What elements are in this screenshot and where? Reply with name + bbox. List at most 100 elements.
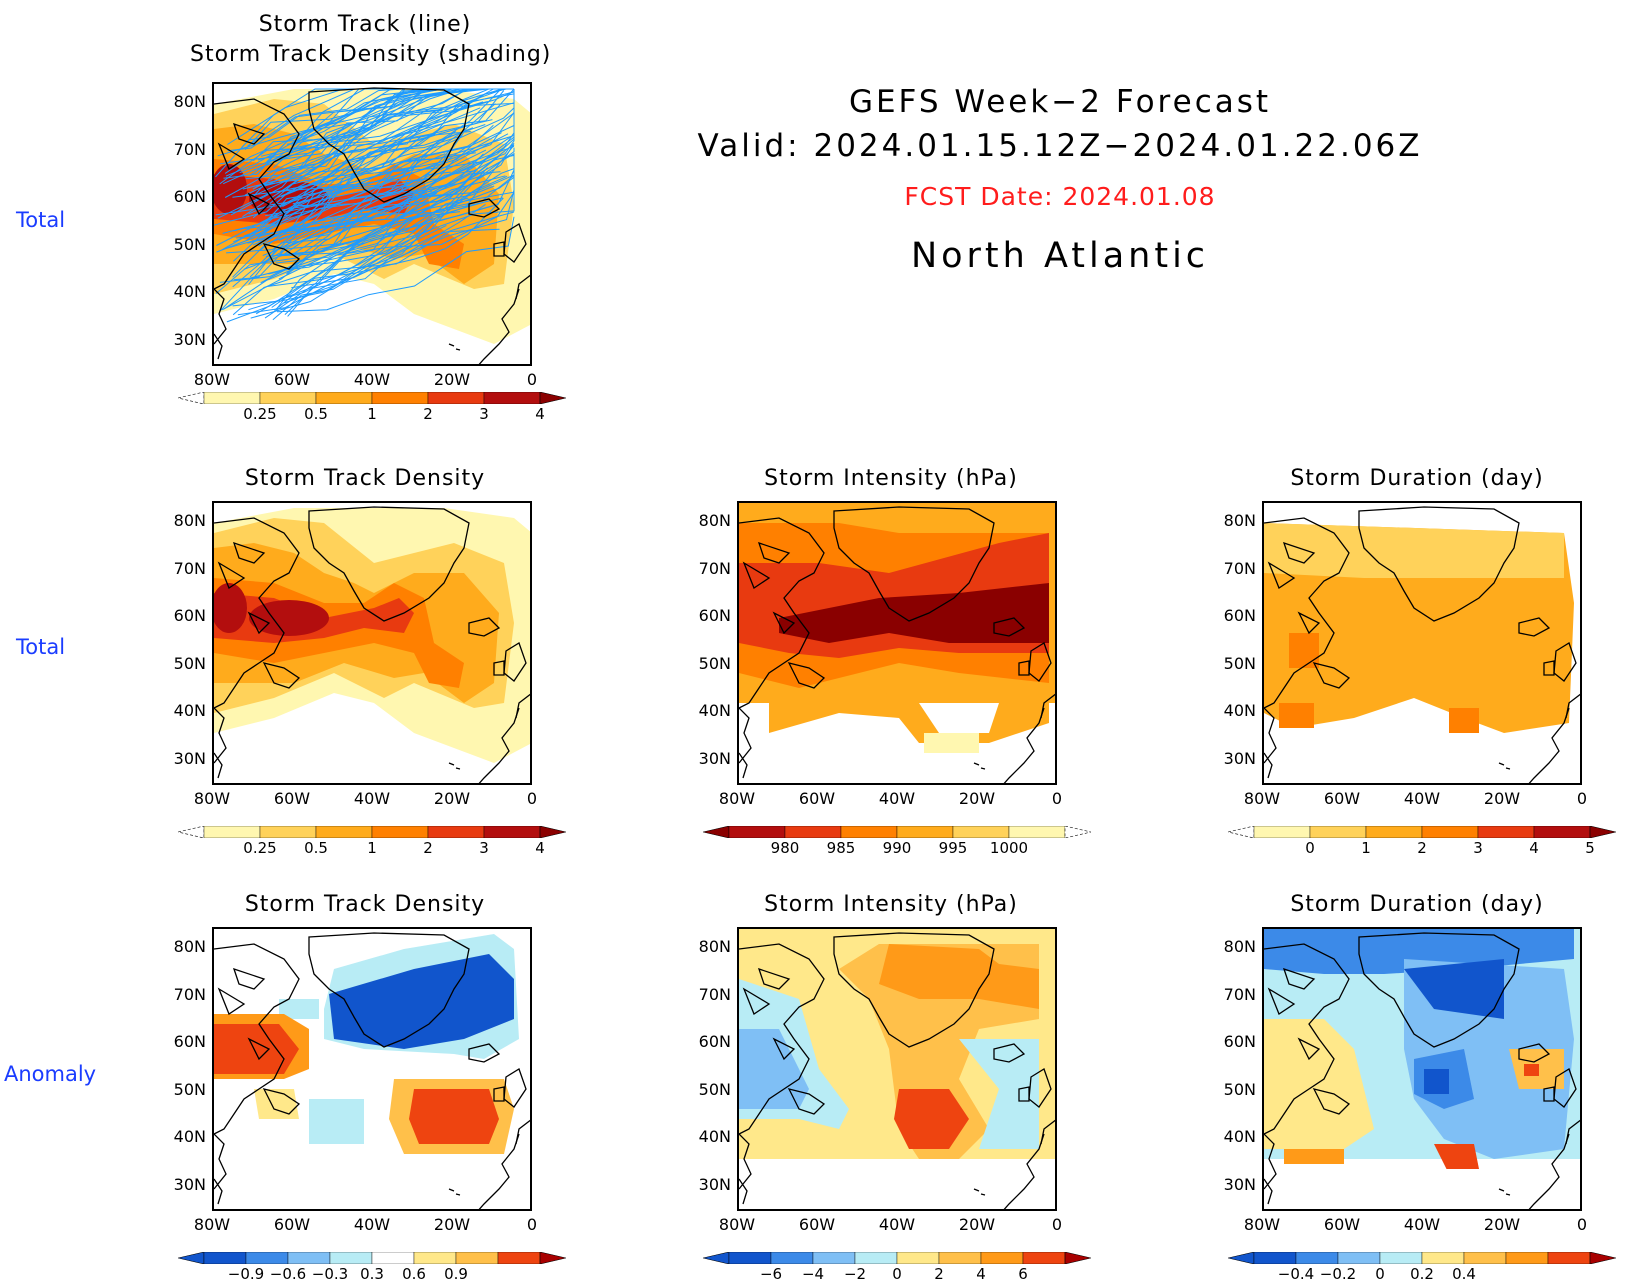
colorbar-tick-label: 980 [770, 839, 800, 857]
lat-tick-label: 30N [173, 748, 206, 768]
panel-title-duration-total: Storm Duration (day) [1290, 466, 1544, 491]
lat-tick-label: 80N [1223, 937, 1256, 956]
map-density-anom [212, 927, 532, 1211]
lat-tick-label: 80N [173, 92, 206, 111]
colorbar-tick-label: 990 [882, 839, 912, 857]
lat-tick-label: 80N [173, 511, 206, 530]
coastline [214, 506, 530, 783]
map-duration-total [1262, 501, 1582, 785]
lat-tick-label: 70N [698, 558, 731, 578]
lon-tick-label: 40W [353, 789, 391, 808]
storm-track-lines [214, 88, 515, 323]
colorbar-tick-label: 5 [1585, 839, 1595, 857]
lon-tick-label: 20W [433, 789, 471, 808]
row-label-anomaly: Anomaly [4, 1062, 97, 1086]
colorbar-tick-label: 0.25 [243, 839, 277, 857]
colorbar-tick-label: 2 [1417, 839, 1427, 857]
lat-tick-label: 70N [698, 984, 731, 1004]
colorbar-tick-label: 3 [1473, 839, 1483, 857]
colorbar-tick-label: 0 [1375, 1265, 1385, 1283]
colorbar-tick-label: 4 [535, 405, 545, 423]
lon-tick-label: 80W [718, 1215, 756, 1234]
colorbar-tick-label: 2 [423, 405, 433, 423]
region-name: North Atlantic [910, 236, 1210, 276]
coastline [214, 87, 530, 364]
lon-tick-label: 60W [273, 789, 311, 808]
lon-tick-label: 80W [193, 1215, 231, 1234]
lat-tick-label: 50N [173, 1079, 206, 1099]
lat-tick-label: 50N [173, 653, 206, 673]
lat-tick-label: 80N [698, 937, 731, 956]
colorbar-tick-label: 1 [367, 405, 377, 423]
map-density-total-canvas [214, 506, 530, 783]
colorbar-tick-label: 4 [976, 1265, 986, 1283]
panel-title-intensity-total: Storm Intensity (hPa) [764, 466, 1018, 491]
map-intensity-total-canvas [739, 503, 1055, 783]
colorbar-track [178, 392, 566, 404]
lat-tick-label: 30N [173, 1174, 206, 1194]
lat-tick-label: 40N [1223, 1127, 1256, 1146]
lat-tick-label: 70N [173, 139, 206, 159]
lat-tick-label: 60N [173, 1032, 206, 1051]
lon-tick-label: 60W [798, 789, 836, 808]
panel-title-density-total: Storm Track Density [244, 466, 486, 491]
colorbar-tick-label: 0.4 [1452, 1265, 1476, 1283]
lon-tick-label: 60W [273, 370, 311, 389]
lon-tick-label: 0 [526, 370, 538, 389]
lat-tick-label: 80N [1223, 511, 1256, 530]
fcst-date: FCST Date: 2024.01.08 [904, 182, 1216, 211]
colorbar-density-anom [178, 1252, 566, 1264]
colorbar-tick-label: 2 [423, 839, 433, 857]
lon-tick-label: 80W [1243, 789, 1281, 808]
coastline [739, 506, 1055, 783]
colorbar-tick-label: 0.25 [243, 405, 277, 423]
lon-tick-label: 60W [798, 1215, 836, 1234]
colorbar-tick-label: 3 [479, 405, 489, 423]
lat-tick-label: 40N [698, 701, 731, 720]
panel-title-track-line2: Storm Track Density (shading) [190, 42, 552, 67]
lon-tick-label: 20W [433, 1215, 471, 1234]
map-duration-total-canvas [1264, 506, 1580, 783]
colorbar-tick-label: 0.9 [444, 1265, 468, 1283]
colorbar-duration-anom [1228, 1252, 1616, 1264]
lon-tick-label: 40W [1403, 789, 1441, 808]
lat-tick-label: 30N [173, 329, 206, 349]
forecast-title: GEFS Week−2 Forecast [848, 84, 1272, 120]
colorbar-duration-total [1228, 826, 1616, 838]
colorbar-tick-label: 0.5 [304, 405, 328, 423]
lon-tick-label: 60W [273, 1215, 311, 1234]
lon-tick-label: 80W [1243, 1215, 1281, 1234]
lat-tick-label: 50N [1223, 653, 1256, 673]
map-track [212, 82, 532, 366]
lat-tick-label: 40N [698, 1127, 731, 1146]
lon-tick-label: 20W [958, 1215, 996, 1234]
lat-tick-label: 60N [173, 187, 206, 206]
lat-tick-label: 50N [1223, 1079, 1256, 1099]
lon-tick-label: 80W [193, 789, 231, 808]
colorbar-tick-label: 3 [479, 839, 489, 857]
map-duration-anom [1262, 927, 1582, 1211]
colorbar-tick-label: 6 [1018, 1265, 1028, 1283]
colorbar-tick-label: 0.5 [304, 839, 328, 857]
lon-tick-label: 40W [878, 1215, 916, 1234]
colorbar-tick-label: 995 [938, 839, 968, 857]
coastline [1264, 506, 1580, 783]
colorbar-tick-label: 0 [892, 1265, 902, 1283]
lat-tick-label: 60N [698, 1032, 731, 1051]
lon-tick-label: 0 [1051, 1215, 1063, 1234]
lat-tick-label: 70N [1223, 558, 1256, 578]
lon-tick-label: 80W [193, 370, 231, 389]
panel-title-density-anom: Storm Track Density [244, 892, 486, 917]
colorbar-tick-label: 4 [535, 839, 545, 857]
lon-tick-label: 0 [1576, 1215, 1588, 1234]
map-intensity-anom-canvas [739, 929, 1055, 1209]
map-track-canvas [214, 87, 530, 364]
coastline [214, 932, 530, 1209]
lon-tick-label: 20W [1483, 789, 1521, 808]
lon-tick-label: 60W [1323, 789, 1361, 808]
lon-tick-label: 0 [526, 1215, 538, 1234]
lat-tick-label: 30N [698, 1174, 731, 1194]
row-label-total: Total [16, 635, 66, 659]
lon-tick-label: 60W [1323, 1215, 1361, 1234]
lon-tick-label: 0 [1576, 789, 1588, 808]
